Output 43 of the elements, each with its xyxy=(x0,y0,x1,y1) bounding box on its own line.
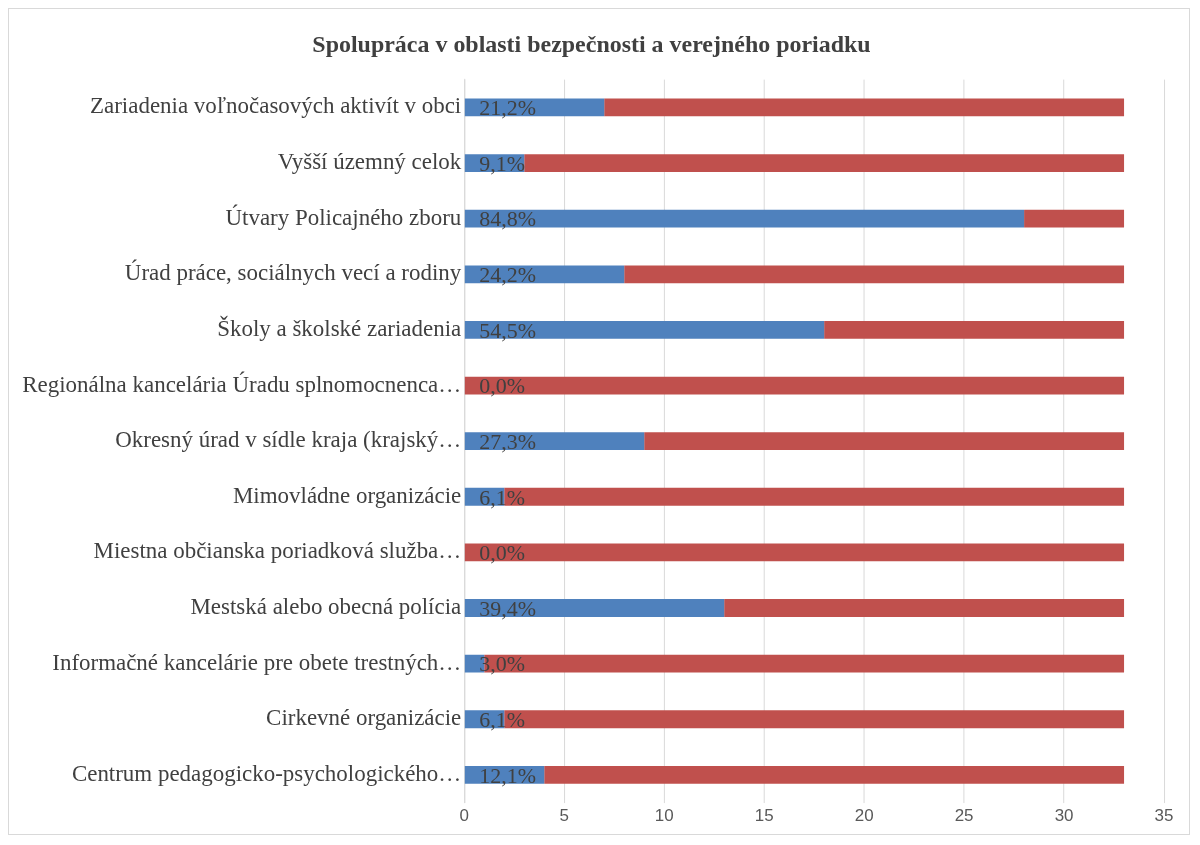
bar xyxy=(604,98,1125,117)
annotation: 12,1% xyxy=(479,762,536,788)
x-tick-label: 15 xyxy=(754,805,774,825)
bar xyxy=(544,765,1125,784)
annotation: 39,4% xyxy=(479,595,536,621)
annotation: 27,3% xyxy=(479,428,536,454)
x-tick-label: 0 xyxy=(459,805,469,825)
y-tick-label: Centrum pedagogicko-psychologického… xyxy=(71,760,462,786)
x-tick-label: 20 xyxy=(854,805,874,825)
bar xyxy=(644,432,1125,451)
x-tick-label: 10 xyxy=(654,805,674,825)
x-tick-label: 5 xyxy=(559,805,569,825)
y-tick-label: Mestská alebo obecná polícia xyxy=(190,594,462,620)
x-tick-label: 35 xyxy=(1154,805,1174,825)
annotation: 54,5% xyxy=(479,317,536,343)
bar xyxy=(624,265,1125,284)
chart-title: Spolupráca v oblasti bezpečnosti a verejného poriadku xyxy=(312,30,871,57)
y-tick-label: Útvary Policajného zboru xyxy=(225,203,462,230)
bar xyxy=(464,376,1125,395)
y-tick-label: Mimovládne organizácie xyxy=(232,482,462,508)
annotation: 0,0% xyxy=(479,373,525,399)
x-tick-label: 30 xyxy=(1054,805,1074,825)
y-tick-label: Miestna občianska poriadková služba… xyxy=(93,538,462,564)
annotation: 84,8% xyxy=(479,206,536,232)
y-tick-label: Úrad práce, sociálnych vecí a rodiny xyxy=(124,259,462,286)
y-tick-label: Cirkevné organizácie xyxy=(266,705,462,731)
annotation: 24,2% xyxy=(479,262,536,288)
bar xyxy=(824,321,1125,339)
y-tick-label: Informačné kancelárie pre obete trestných… xyxy=(52,649,462,675)
x-tick-label: 25 xyxy=(954,805,974,825)
y-tick-label: Okresný úrad v sídle kraja (krajský… xyxy=(115,427,462,453)
bar xyxy=(464,543,1125,562)
annotation: 21,2% xyxy=(479,95,536,121)
annotation: 0,0% xyxy=(479,540,525,566)
bar xyxy=(724,599,1125,617)
y-tick-label: Školy a školské zariadenia xyxy=(217,314,462,341)
bar xyxy=(524,154,1125,172)
y-tick-label: Regionálna kancelária Úradu splnomocnenca… xyxy=(22,370,462,397)
y-tick-label: Vyšší územný celok xyxy=(277,149,462,175)
bar xyxy=(464,209,1025,228)
y-tick-label: Zariadenia voľnočasových aktivít v obci xyxy=(90,93,462,119)
bar xyxy=(464,432,645,451)
bar xyxy=(1024,209,1125,228)
